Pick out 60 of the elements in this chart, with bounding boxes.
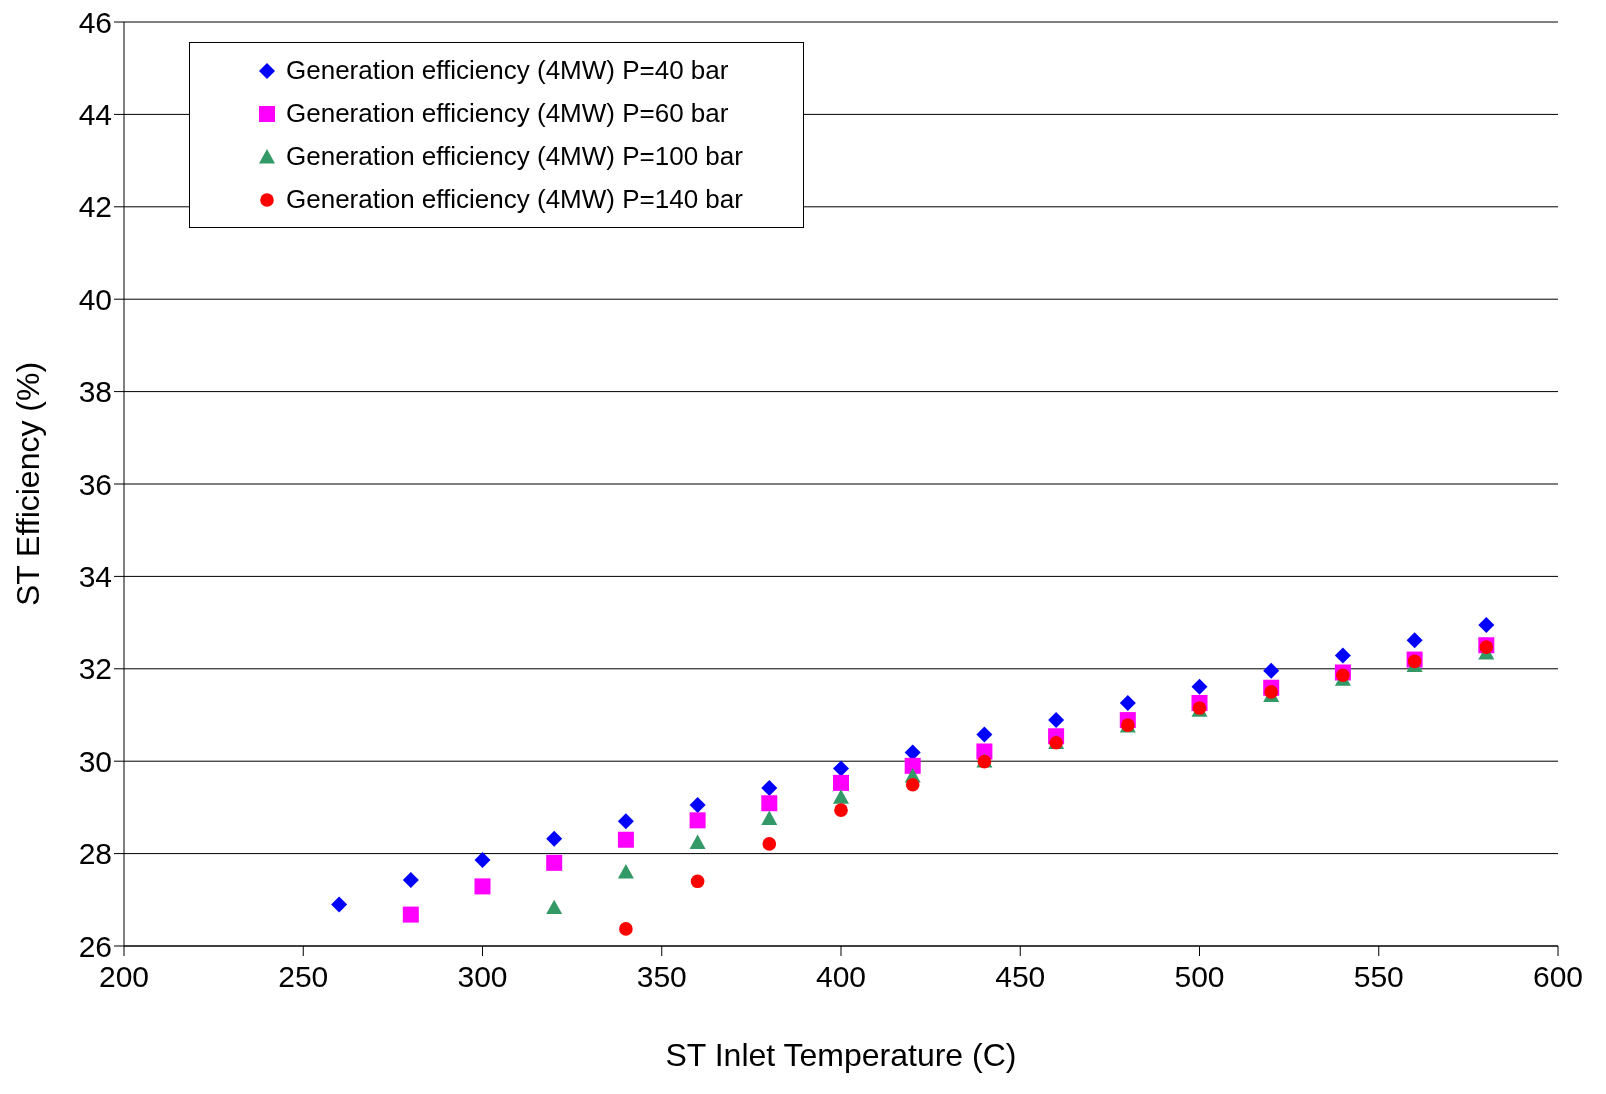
point [761, 810, 778, 825]
point [762, 837, 777, 851]
y-tick-label: 34 [78, 560, 112, 594]
x-tick-label: 600 [1532, 960, 1584, 994]
x-tick-label: 300 [457, 960, 508, 994]
point [1119, 694, 1136, 711]
point [976, 726, 993, 743]
x-tick-label: 200 [98, 960, 150, 994]
point [689, 812, 706, 829]
point [402, 871, 419, 888]
point [904, 757, 921, 774]
legend-label: Generation efficiency (4MW) P=140 bar [286, 183, 743, 216]
point [1334, 647, 1351, 664]
point [546, 899, 563, 915]
y-tick-label: 38 [78, 375, 112, 409]
point [833, 760, 849, 777]
x-tick-label: 350 [636, 960, 687, 994]
point [834, 803, 848, 817]
point [546, 854, 563, 871]
y-tick-label: 30 [78, 744, 112, 778]
point [833, 774, 849, 791]
point [1191, 678, 1208, 695]
y-tick-label: 36 [78, 467, 112, 501]
x-tick-label: 550 [1353, 960, 1404, 994]
y-tick-label: 44 [78, 98, 112, 132]
point [617, 813, 634, 830]
legend-label: Generation efficiency (4MW) P=60 bar [286, 97, 729, 130]
legend-label: Generation efficiency (4MW) P=40 bar [286, 54, 729, 87]
point [905, 777, 920, 792]
point [1406, 632, 1423, 649]
point [331, 896, 348, 913]
point [617, 864, 634, 879]
y-axis-title: ST Efficiency (%) [10, 361, 47, 607]
point [761, 780, 778, 796]
point [689, 797, 706, 814]
point [1048, 712, 1065, 729]
point [402, 906, 419, 923]
x-tick-label: 500 [1174, 960, 1225, 994]
point [833, 789, 849, 804]
point [1263, 662, 1280, 679]
x-tick-label: 450 [995, 960, 1046, 994]
point [617, 831, 634, 848]
x-axis-title: ST Inlet Temperature (C) [665, 1037, 1017, 1073]
x-tick-label: 250 [278, 960, 329, 994]
y-tick-label: 42 [78, 190, 112, 224]
point [619, 922, 633, 936]
point [689, 834, 706, 849]
point [474, 878, 491, 895]
legend-label: Generation efficiency (4MW) P=100 bar [286, 140, 743, 173]
point [761, 795, 778, 812]
y-tick-label: 32 [78, 652, 112, 686]
y-tick-label: 46 [78, 5, 112, 39]
point [690, 874, 705, 889]
y-tick-label: 26 [78, 929, 112, 963]
point [474, 852, 491, 869]
y-tick-label: 28 [78, 837, 112, 871]
y-tick-label: 40 [78, 282, 112, 316]
point [1478, 616, 1495, 633]
point [546, 830, 563, 847]
x-tick-label: 400 [815, 960, 867, 994]
